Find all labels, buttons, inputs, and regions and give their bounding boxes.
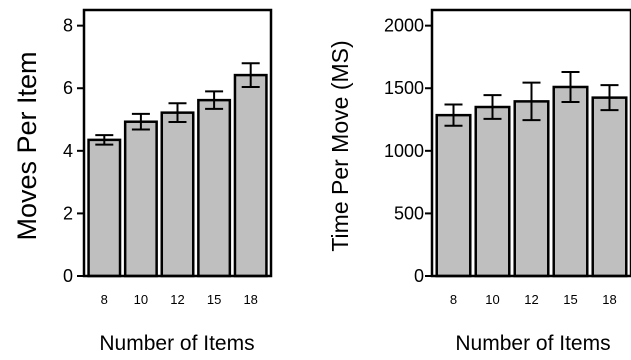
bar-10 [123,120,158,278]
plot-frame [430,8,631,278]
y-tick-label-4: 4 [63,141,73,161]
y-tick-label-2000: 2000 [384,16,424,36]
error-bar-18 [600,84,619,112]
error-bar-15 [205,90,224,110]
y-tick-label-1500: 1500 [384,78,424,98]
y-axis-title: Moves Per Item [12,51,42,240]
error-bar-15 [561,70,580,104]
chart-panel-1: 8 10 12 15 18 0 2 4 6 8 Number of Items Moves Per I… [12,8,273,355]
x-axis-title: Number of Items [99,332,254,355]
y-tick-label-0: 0 [414,266,424,286]
x-tick-label-12: 12 [170,292,184,307]
x-tick-label-15: 15 [563,292,577,307]
plot-frame [82,8,273,278]
bar-12 [160,111,195,278]
x-axis-title: Number of Items [455,332,610,355]
error-bar-12 [168,102,187,124]
error-bar-10 [483,94,502,120]
y-tick-label-8: 8 [63,16,73,36]
error-bar-8 [95,134,114,146]
x-tick-label-18: 18 [243,292,257,307]
bar-15 [197,98,232,278]
error-bar-10 [131,112,150,131]
bar-15 [552,85,589,278]
x-tick-label-12: 12 [524,292,538,307]
bar-18 [233,73,268,278]
y-tick-label-1000: 1000 [384,141,424,161]
bar-12 [513,100,550,278]
y-tick-label-500: 500 [394,203,424,223]
x-tick-label-10: 10 [485,292,499,307]
bar-18 [591,96,628,278]
bar-10 [474,105,511,278]
error-bar-18 [241,62,260,88]
error-bar-8 [444,103,463,127]
x-tick-label-8: 8 [450,292,457,307]
y-tick-label-0: 0 [63,266,73,286]
bar-8 [87,138,122,278]
error-bar-12 [522,81,541,122]
x-tick-label-10: 10 [134,292,148,307]
y-tick-label-6: 6 [63,78,73,98]
bar-8 [435,113,472,278]
chart-panel-2: 8 10 12 15 18 0 500 1000 1500 2000 Number of Items… [327,8,631,355]
x-tick-label-15: 15 [207,292,221,307]
y-tick-label-2: 2 [63,203,73,223]
x-tick-label-8: 8 [101,292,108,307]
x-tick-label-18: 18 [602,292,616,307]
y-axis-title: Time Per Move (MS) [327,40,353,251]
